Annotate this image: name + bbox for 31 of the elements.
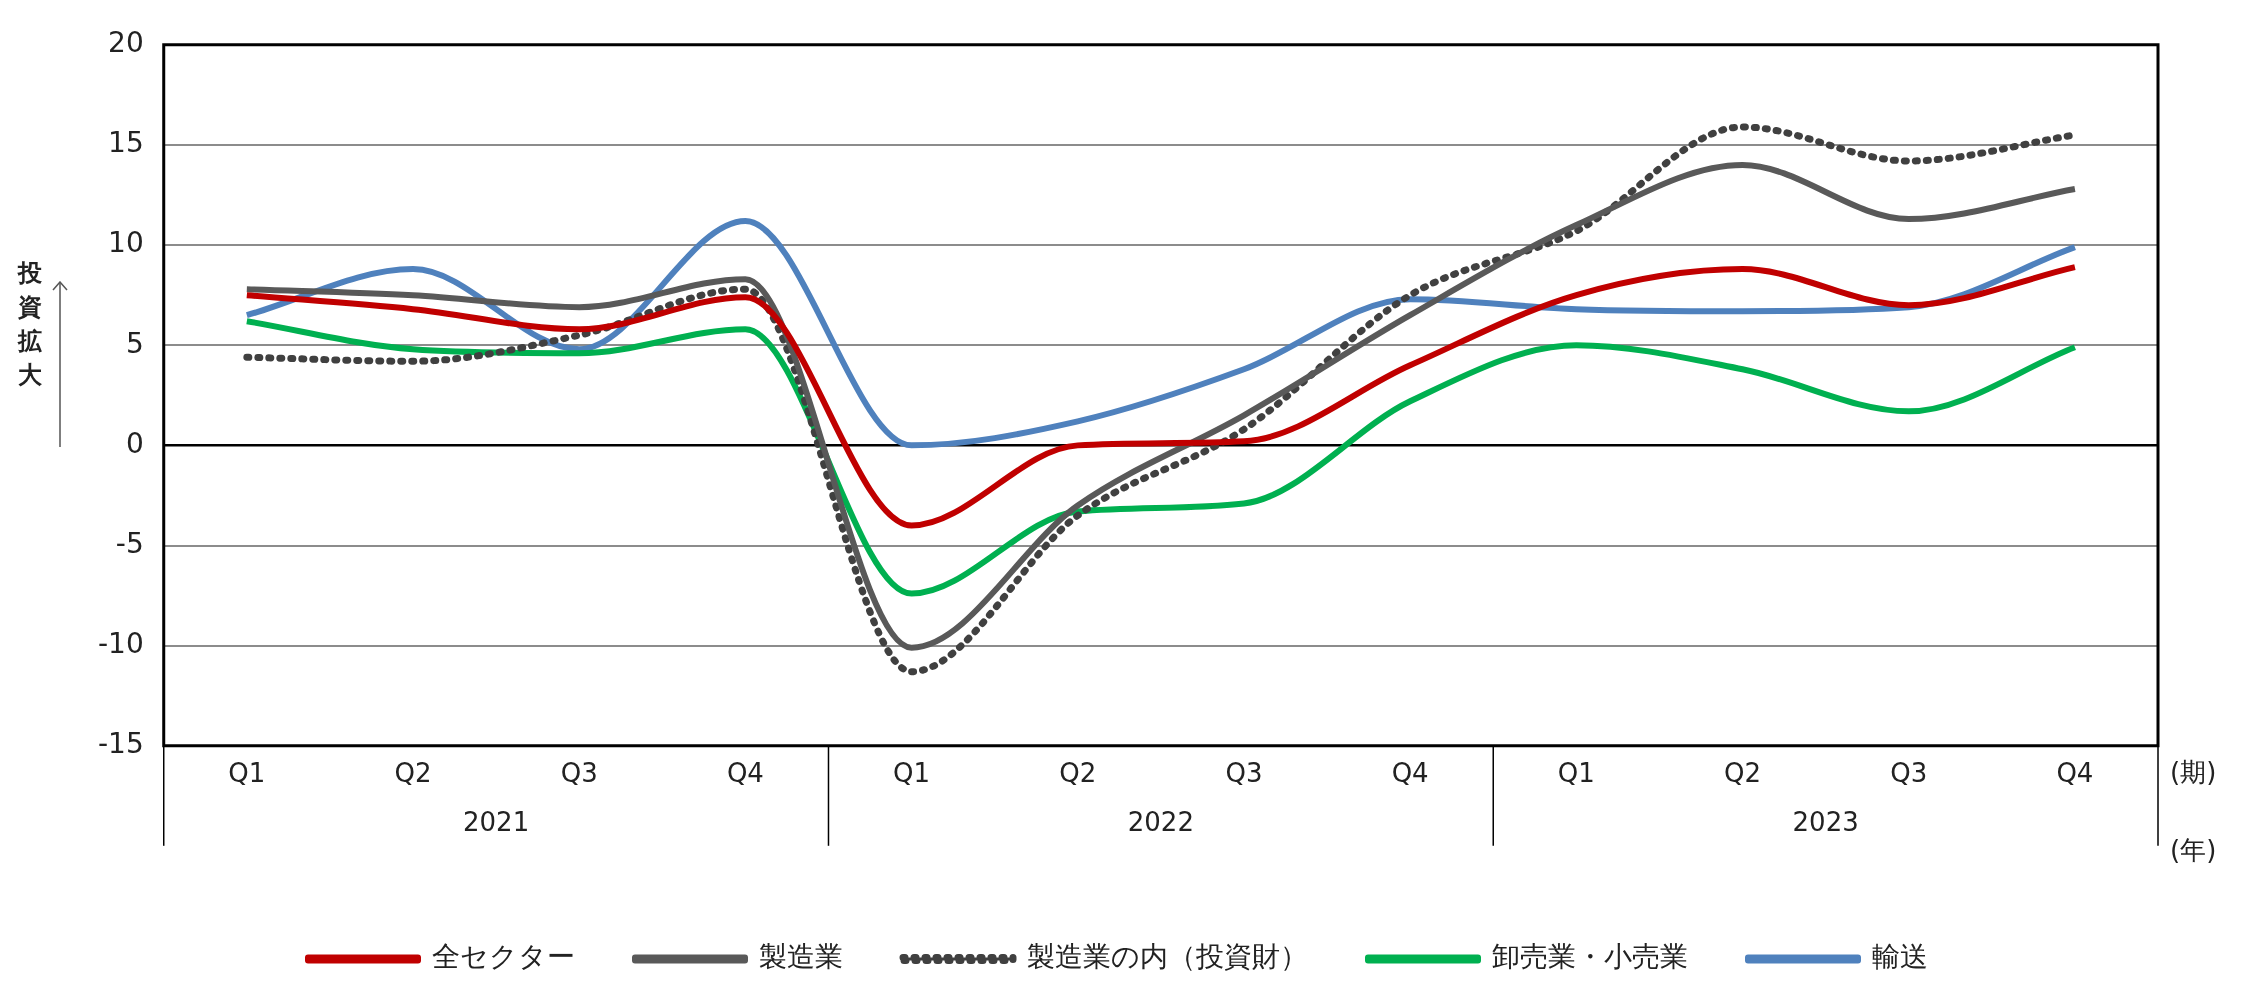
y-tick-label: -5: [115, 526, 144, 560]
x-tick-label: Q3: [560, 758, 598, 789]
y-tick-label: 20: [108, 26, 144, 60]
text: 2021: [463, 806, 530, 837]
y-tick-label: -10: [98, 626, 144, 660]
text: 2023: [1792, 806, 1859, 837]
x-tick-label: Q3: [1225, 758, 1263, 789]
x-tick-label: Q1: [893, 758, 931, 789]
x-tick-label: Q2: [394, 758, 432, 789]
legend-label: 全セクター: [432, 940, 575, 974]
x-tick-label: Q3: [1890, 758, 1928, 789]
y-tick-label: -15: [98, 727, 144, 761]
y-tick-label: 15: [108, 126, 144, 160]
x-tick-label: Q1: [1557, 758, 1595, 789]
x-tick-label: Q2: [1724, 758, 1762, 789]
x-tick-label: Q4: [2056, 758, 2094, 789]
legend-label: 製造業の内（投資財）: [1027, 940, 1308, 974]
x-tick-label: Q2: [1059, 758, 1097, 789]
y-tick-label: 0: [125, 426, 144, 460]
legend-label: 輸送: [1872, 940, 1928, 974]
x-tick-label: Q4: [726, 758, 764, 789]
legend-label: 製造業: [759, 940, 843, 974]
x-tick-label: Q1: [228, 758, 266, 789]
legend-label: 卸売業・小売業: [1492, 940, 1688, 974]
y-tick-label: 10: [108, 226, 144, 260]
y-tick-label: 5: [125, 326, 144, 360]
text: (期): [2170, 756, 2217, 787]
text: (年): [2170, 834, 2217, 865]
x-tick-label: Q4: [1391, 758, 1429, 789]
y-axis-title: 投資拡大: [17, 259, 43, 390]
text: 2022: [1127, 806, 1194, 837]
